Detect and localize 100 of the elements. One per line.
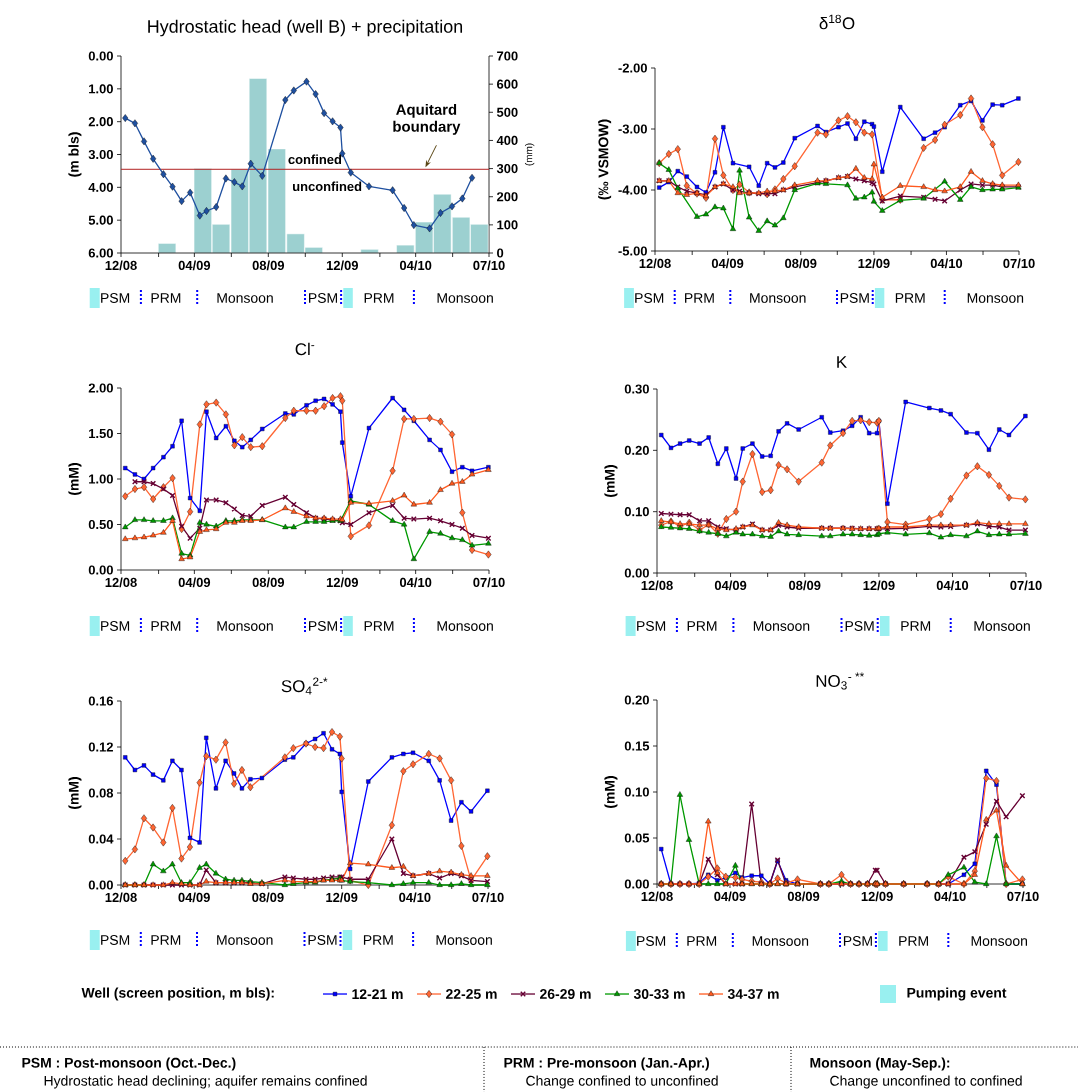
x-tick-label: 04/10	[936, 580, 969, 591]
y-tick-label: 0.00	[624, 879, 649, 889]
text: PSM	[309, 621, 337, 631]
x-tick-label: 08/09	[252, 892, 284, 903]
y-tick-label: 1.50	[89, 428, 113, 439]
chart-title: SO$_{4}$2-*	[281, 677, 328, 695]
legend-label: 34-37 m	[727, 989, 779, 999]
annotation: confined	[288, 154, 342, 165]
x-tick-label: 07/10	[1003, 258, 1035, 269]
x-tick-label: 12/09	[863, 580, 895, 591]
y-tick-label: 0.10	[624, 787, 649, 797]
text: Pumping event	[907, 987, 1007, 1001]
text: PRM	[364, 293, 394, 303]
text: PRM	[687, 936, 717, 946]
text: PRM	[687, 621, 717, 631]
y-axis-title: (mM)	[68, 777, 82, 809]
y-tick-label: 0.20	[624, 445, 649, 455]
x-tick-label: 08/09	[787, 891, 820, 902]
x-tick-label: 08/09	[252, 577, 285, 588]
text: PRM	[151, 293, 181, 303]
y-tick-label: -5.00	[618, 246, 647, 256]
y-tick-label: 0.20	[624, 695, 649, 705]
text: PSM	[309, 293, 337, 303]
text: PRM	[901, 621, 931, 631]
y2-tick-label: 0	[497, 248, 504, 258]
x-tick-label: 12/08	[105, 892, 137, 903]
x-tick-label: 12/08	[105, 260, 137, 271]
x-tick-label: 04/09	[711, 258, 744, 269]
x-tick-label: 04/09	[178, 577, 211, 588]
legend-label: 12-21 m	[352, 989, 403, 999]
x-tick-label: 04/09	[178, 892, 210, 903]
text: PRM	[363, 935, 393, 945]
y-axis-title: (mM)	[68, 463, 82, 495]
x-tick-label: 12/09	[326, 260, 359, 271]
text: Monsoon	[974, 621, 1030, 631]
chart-title: NO$_{3}$- **	[816, 672, 865, 690]
x-tick-label: 04/10	[930, 258, 963, 269]
x-tick-label: 08/09	[252, 260, 285, 271]
y-tick-label: 1.00	[89, 474, 113, 484]
y-tick-label: 5.00	[88, 215, 113, 225]
legend-label: 22-25 m	[446, 989, 497, 999]
text: PSM	[637, 936, 666, 946]
x-tick-label: 12/09	[326, 892, 358, 903]
legend-label: 30-33 m	[633, 989, 685, 999]
x-tick-label: 07/10	[473, 260, 505, 271]
x-tick-label: 04/10	[934, 891, 966, 902]
y2-tick-label: 400	[496, 135, 518, 146]
text: PRM	[899, 936, 928, 946]
y-tick-label: 0.00	[88, 880, 113, 890]
x-tick-label: 04/10	[399, 260, 432, 271]
chart-title: δ$^{18}$O	[819, 14, 855, 30]
y-tick-label: 3.00	[88, 149, 113, 160]
text: PSM	[845, 621, 874, 631]
y-tick-label: 4.00	[88, 182, 113, 192]
annotation: unconfined	[293, 181, 362, 192]
text: PSM	[101, 293, 130, 303]
y-tick-label: 0.00	[88, 51, 113, 61]
x-tick-label: 04/09	[714, 891, 746, 902]
chart-title: Cl$^{-}$	[295, 342, 315, 356]
text: PSM	[101, 935, 130, 945]
y-tick-label: 2.00	[88, 383, 113, 393]
text: Hydrostatic head declining; aquifer remains confined	[44, 1075, 367, 1089]
text: PSM	[308, 935, 337, 945]
x-tick-label: 04/10	[399, 892, 431, 903]
text: Monsoon	[217, 621, 273, 631]
y-tick-label: 0.05	[624, 833, 650, 843]
text: Monsoon	[217, 935, 273, 945]
y2-axis-title: (mm)	[524, 143, 535, 166]
x-tick-label: 12/09	[861, 891, 893, 902]
x-tick-label: 12/09	[326, 577, 359, 588]
text: PRM	[151, 935, 181, 945]
x-tick-label: 07/10	[473, 577, 505, 588]
text: PRM : Pre-monsoon (Jan.-Apr.)	[504, 1057, 709, 1071]
y-tick-label: 6.00	[88, 248, 113, 258]
y-tick-label: 0.12	[88, 742, 113, 752]
y-tick-label: -3.00	[618, 124, 647, 134]
y2-tick-label: 300	[496, 163, 518, 174]
text: Monsoon	[967, 293, 1024, 303]
y2-tick-label: 700	[497, 51, 518, 61]
ref-line-label: Aquitard boundary	[393, 103, 461, 135]
y-tick-label: -2.00	[618, 63, 647, 73]
y2-tick-label: 200	[496, 192, 518, 202]
legend-title: Well (screen position, m bls):	[81, 987, 274, 1001]
x-tick-label: 08/09	[789, 580, 821, 591]
y-tick-label: 2.00	[88, 117, 113, 127]
text: Change unconfined to confined	[830, 1075, 1022, 1089]
text: PSM	[843, 936, 872, 946]
x-tick-label: 12/08	[641, 580, 673, 591]
x-tick-label: 12/08	[639, 258, 671, 269]
y-tick-label: 0.08	[88, 788, 114, 798]
text: PRM	[895, 293, 925, 303]
x-tick-label: 07/10	[1010, 580, 1042, 591]
text: PRM	[151, 621, 181, 631]
text: PRM	[685, 293, 714, 303]
x-tick-label: 12/09	[858, 258, 890, 269]
x-tick-label: 07/10	[1007, 891, 1039, 902]
text: PRM	[364, 621, 394, 631]
x-tick-label: 04/09	[178, 260, 211, 271]
x-tick-label: 08/09	[785, 258, 817, 269]
x-tick-label: 12/08	[641, 891, 673, 902]
